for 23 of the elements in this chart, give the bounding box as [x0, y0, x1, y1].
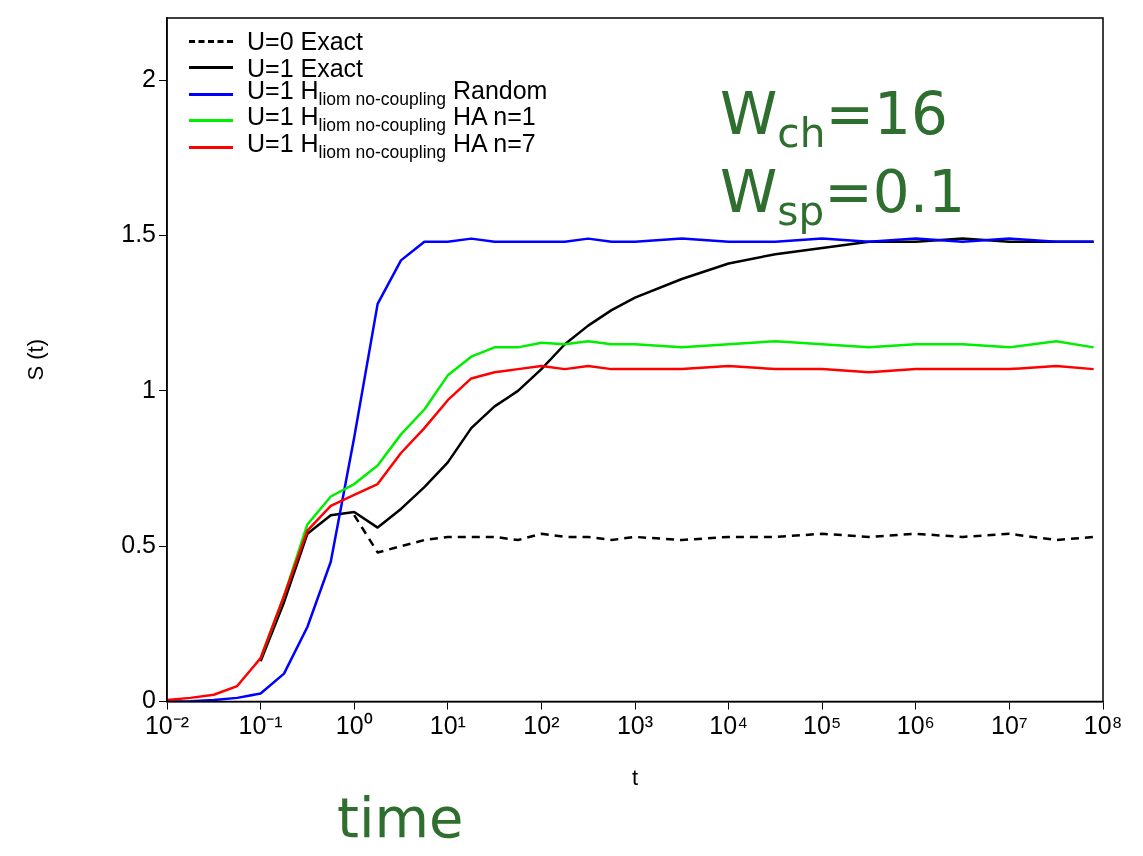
y-tick-label: 0.5 — [121, 530, 156, 559]
x-tick-label: 10⁻¹ — [238, 711, 283, 740]
x-tick-label: 10³ — [616, 711, 654, 740]
x-tick-label: 10⁵ — [803, 711, 842, 740]
y-tick-label: 1 — [142, 374, 156, 403]
legend-label: U=1 Exact — [247, 53, 364, 82]
x-tick-label: 10⁶ — [896, 711, 935, 740]
x-tick-label: 10⁰ — [335, 711, 373, 740]
x-tick-label: 10² — [523, 711, 560, 740]
y-tick-label: 0 — [142, 685, 156, 714]
x-tick-label: 10⁸ — [1083, 711, 1123, 740]
x-tick-label: 10⁴ — [709, 711, 748, 740]
y-tick-label: 2 — [142, 64, 156, 93]
y-axis-title: S (t) — [23, 339, 49, 381]
x-tick-label: 10¹ — [429, 711, 466, 740]
x-tick-label: 10⁻² — [144, 711, 190, 740]
annotation: W$_{ch}$=16 — [720, 80, 948, 157]
x-axis-title: t — [631, 764, 639, 790]
annotation: W$_{sp}$=0.1 — [720, 158, 966, 235]
x-tick-label: 10⁷ — [990, 711, 1028, 740]
y-tick-label: 1.5 — [121, 219, 156, 248]
legend-label: U=0 Exact — [247, 27, 364, 56]
text: time — [337, 785, 464, 850]
